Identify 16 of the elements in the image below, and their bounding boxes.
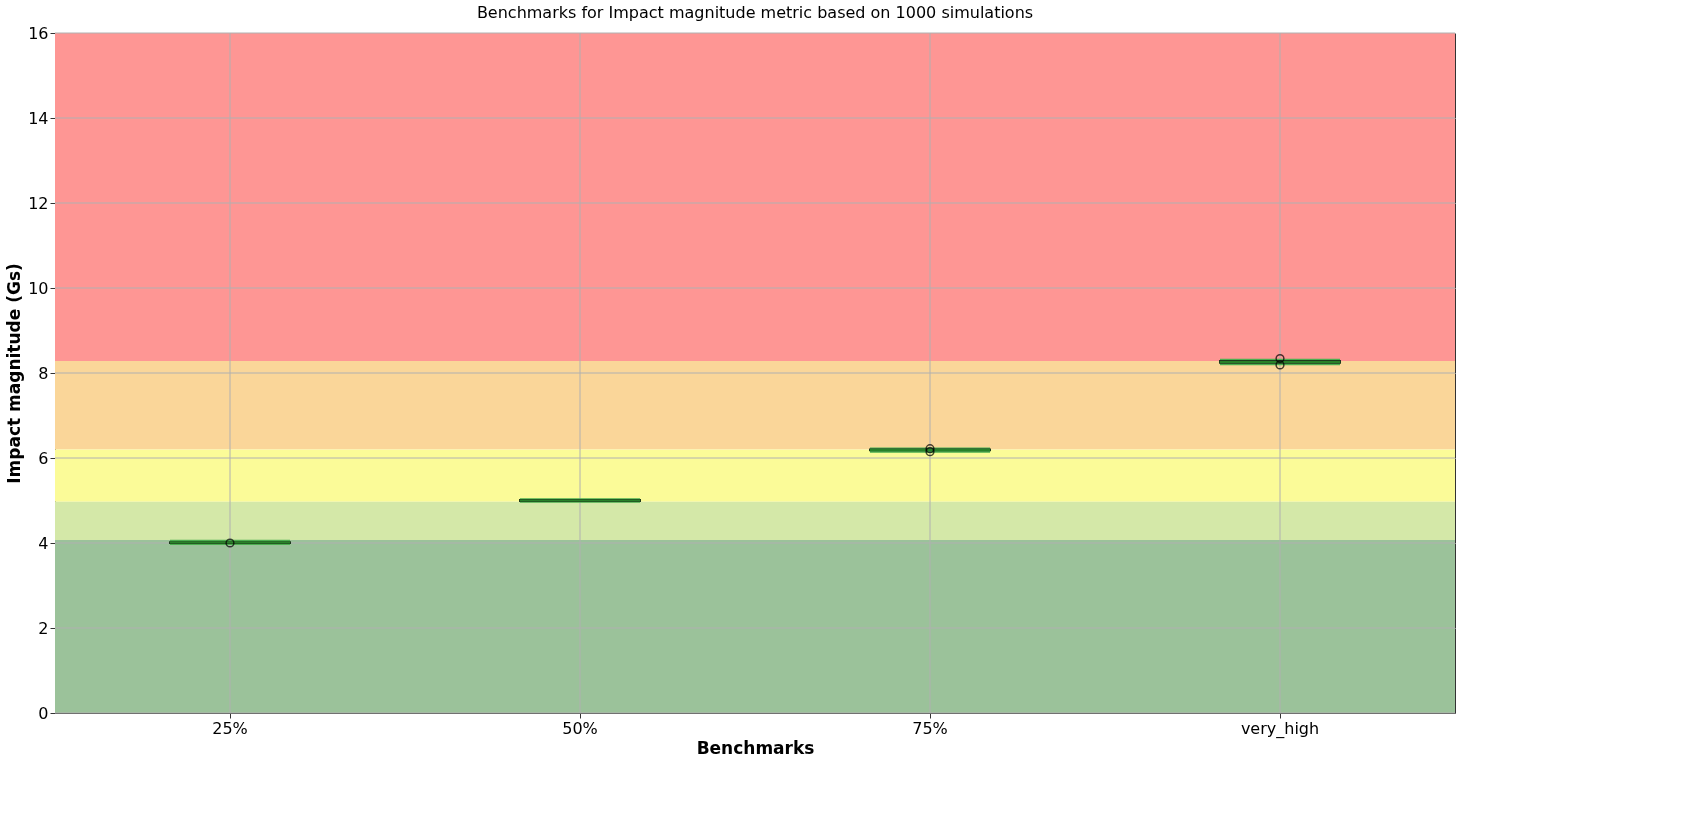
y-tick-label: 0 xyxy=(38,703,49,723)
x-tick-label: very_high xyxy=(1240,718,1320,739)
chart-title: Benchmarks for Impact magnitude metric based on 1000 simulations xyxy=(476,3,1034,22)
x-tick-label: 75% xyxy=(912,718,948,738)
y-tick-label: 4 xyxy=(38,533,49,553)
y-tick-label: 12 xyxy=(28,193,49,213)
y-tick-label: 8 xyxy=(38,363,49,383)
y-tick-label: 10 xyxy=(28,278,49,298)
y-tick-label: 16 xyxy=(28,23,49,43)
x-tick-label: 25% xyxy=(212,718,248,738)
y-tick-label: 6 xyxy=(38,448,49,468)
y-axis-title: Impact magnitude (Gs) xyxy=(4,263,25,484)
x-tick-label: 50% xyxy=(562,718,598,738)
x-axis-title: Benchmarks xyxy=(696,737,815,758)
y-tick-label: 2 xyxy=(38,618,49,638)
y-tick-label: 14 xyxy=(28,108,49,128)
